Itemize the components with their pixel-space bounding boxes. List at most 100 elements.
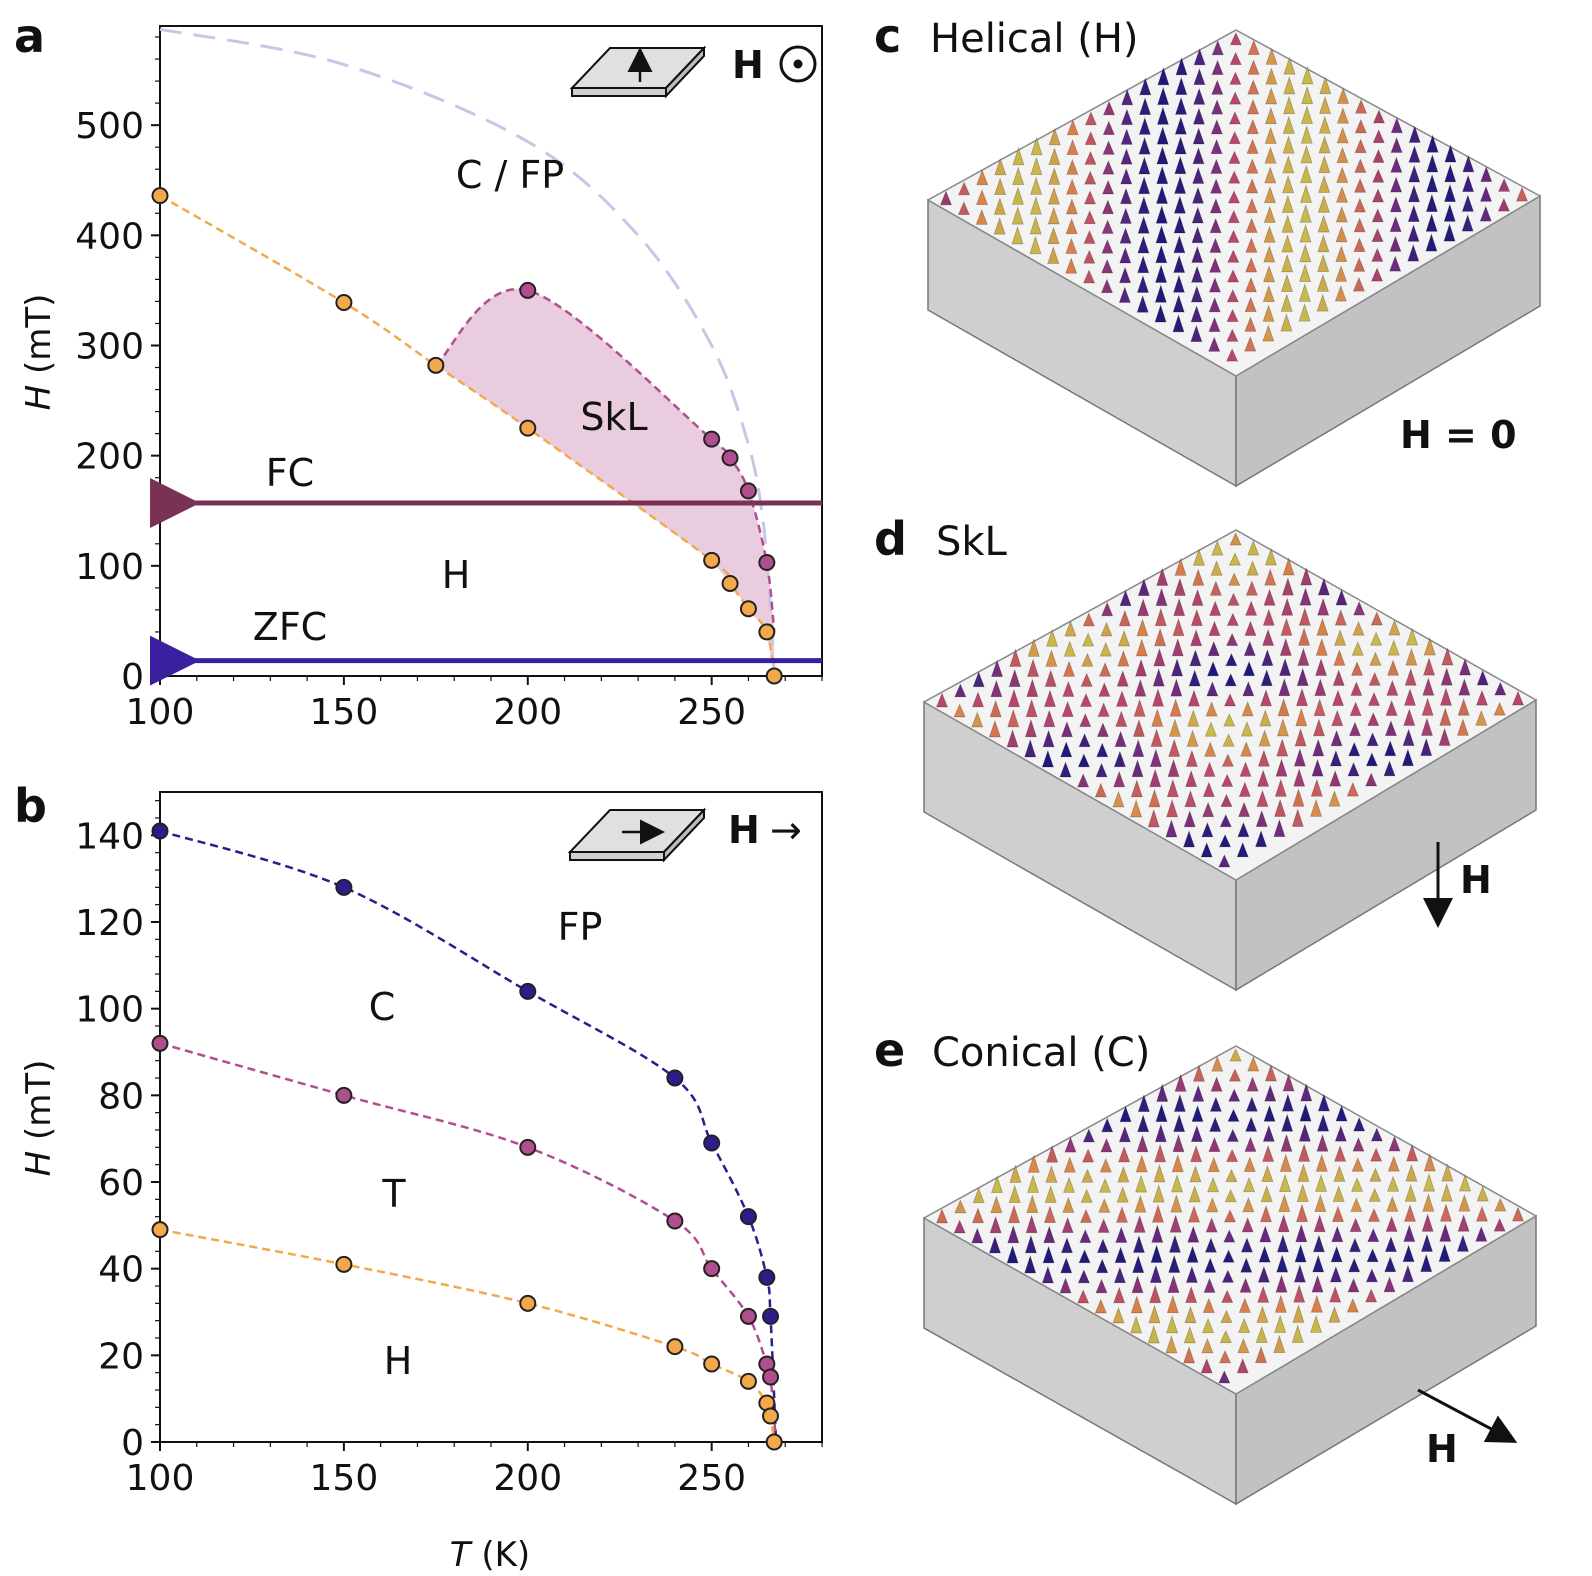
spin-cone (1236, 1357, 1249, 1374)
spin-cone (1404, 1183, 1417, 1202)
spin-cone (1080, 1188, 1093, 1203)
spin-cone (1443, 203, 1456, 222)
spin-cone (1257, 1285, 1270, 1303)
spin-cone (1458, 1173, 1472, 1192)
spin-cone (1334, 1145, 1347, 1162)
spin-cone (1066, 158, 1079, 175)
spin-cone (1351, 1156, 1364, 1172)
spin-cone (1384, 1255, 1397, 1273)
spin-cone (1209, 1096, 1222, 1112)
spin-cone (1008, 668, 1021, 687)
spin-cone (1352, 620, 1365, 636)
spin-cone (1257, 769, 1270, 787)
h-boundary-point (765, 667, 783, 685)
spin-cone (1119, 1105, 1132, 1123)
spin-cone (1060, 720, 1074, 738)
spin-cone (1390, 156, 1403, 173)
spin-cone (1171, 657, 1184, 677)
spin-cone (1227, 209, 1240, 224)
spin-cone (1458, 657, 1472, 676)
spin-cone (1423, 636, 1436, 656)
spin-cone (1407, 184, 1421, 203)
spin-cone (1186, 729, 1199, 747)
spin-cone (1371, 208, 1384, 223)
spin-cone (1206, 1176, 1220, 1193)
spin-cone (1172, 1133, 1185, 1153)
spin-cone (1189, 649, 1202, 667)
spin-cone (1209, 600, 1222, 616)
spin-cone (1264, 126, 1277, 144)
spin-cone (1223, 693, 1237, 707)
spin-cone (954, 683, 967, 698)
spin-cone (1353, 1116, 1366, 1132)
spin-cone (1006, 728, 1019, 748)
spin-cone (1295, 1223, 1308, 1243)
fp-boundary-point (739, 1208, 757, 1226)
spin-cone (1264, 106, 1278, 125)
panel-a-letter: a (14, 9, 45, 63)
spin-cone (1263, 225, 1276, 243)
spin-cone (1262, 324, 1275, 342)
spin-cone (1218, 1369, 1231, 1384)
spin-cone (1281, 1093, 1294, 1112)
spin-cone (1029, 235, 1042, 255)
c-t-boundary-point (151, 1034, 169, 1052)
spin-cone (1044, 669, 1057, 687)
spin-cone (1182, 1346, 1196, 1364)
t-h-boundary-point (762, 1407, 780, 1425)
spin-cone (1350, 681, 1363, 696)
spin-cone (1276, 1233, 1289, 1253)
spin-cone (1404, 667, 1417, 686)
spin-cone (1183, 1325, 1196, 1344)
spin-cone (1172, 274, 1185, 293)
spin-cone (1102, 120, 1115, 136)
a-y-tick-label: 100 (75, 547, 144, 588)
spin-cone (1312, 738, 1325, 757)
spin-cone (1202, 1297, 1215, 1313)
spin-cone (1155, 587, 1168, 607)
spin-cone (1083, 190, 1097, 205)
spin-cone (1370, 267, 1384, 282)
spin-cone (1208, 336, 1221, 352)
spin-cone (1422, 1193, 1435, 1212)
spin-cone (1245, 600, 1258, 616)
spin-cone (1174, 1073, 1187, 1092)
spin-cone (1168, 738, 1181, 757)
spin-cone (1262, 608, 1275, 626)
spin-cone (1390, 136, 1403, 153)
h-boundary-point (703, 551, 721, 569)
spin-cone (1354, 98, 1368, 114)
spin-cone (1277, 1213, 1290, 1233)
spin-cone (1390, 176, 1403, 193)
spin-cone (1336, 166, 1349, 183)
spin-cone (1130, 1315, 1143, 1334)
spin-cone (1369, 651, 1382, 666)
spin-cone (1059, 1277, 1072, 1294)
spin-cone (1335, 186, 1349, 203)
spin-cone (1298, 1143, 1311, 1162)
spin-cone (1118, 266, 1132, 284)
spin-cone (1156, 567, 1169, 586)
spin-cone (1292, 788, 1305, 807)
spin-cone (1154, 284, 1167, 303)
spin-cone (1225, 1168, 1238, 1183)
spin-cone (1185, 769, 1198, 787)
spin-cone (1239, 761, 1252, 777)
spin-cone (1077, 1269, 1090, 1284)
spin-cone (1113, 770, 1126, 788)
spin-cone (1372, 148, 1385, 163)
panel-d-field-note: H (1460, 858, 1492, 902)
spin-cone (1408, 144, 1421, 163)
spin-cone (1133, 1214, 1146, 1233)
spin-cone (1155, 264, 1168, 283)
spin-cone (1077, 1289, 1090, 1304)
spin-cone (1333, 649, 1346, 666)
spin-cone (1229, 91, 1242, 105)
spin-cone (1441, 646, 1454, 666)
spin-cone (1189, 1165, 1202, 1183)
spin-cone (1348, 721, 1362, 737)
spin-cone (1313, 1214, 1326, 1233)
spin-cone (1172, 617, 1185, 637)
spin-cone (1226, 1128, 1239, 1142)
spin-cone (1064, 1136, 1077, 1153)
